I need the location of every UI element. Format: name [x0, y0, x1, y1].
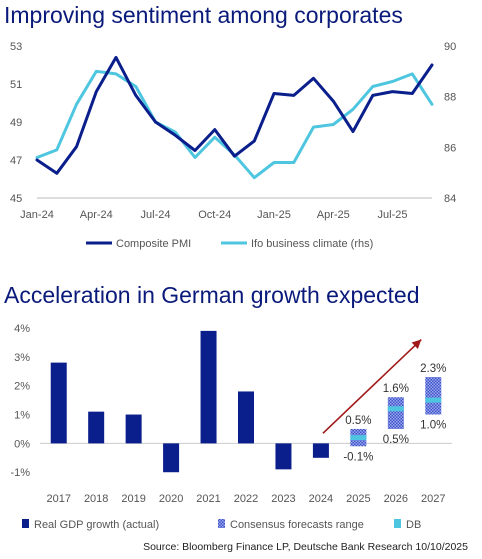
- y-tick-label: 47: [10, 155, 22, 167]
- x-tick-label: 2020: [159, 493, 183, 505]
- range-low-label-2027: 1.0%: [420, 420, 446, 432]
- range-box-2026: [387, 397, 404, 429]
- bar-actual-2018: [88, 411, 105, 444]
- y2-tick-label: 84: [444, 193, 456, 205]
- db-marker-2027: [425, 397, 442, 403]
- trend-arrow-head: [411, 339, 422, 350]
- series-line-composite-pmi: [35, 55, 434, 175]
- y-tick-label: 4%: [14, 323, 30, 335]
- y-tick-label: 3%: [14, 352, 30, 364]
- x-tick-label: 2018: [84, 493, 108, 505]
- legend-label-ifo: Ifo business climate (rhs): [251, 238, 373, 250]
- x-tick-label: 2027: [421, 493, 445, 505]
- db-marker-2025: [350, 435, 367, 441]
- y-tick-label: 45: [10, 193, 22, 205]
- x-tick-label: 2022: [234, 493, 258, 505]
- x-tick-label: 2021: [196, 493, 220, 505]
- range-high-label-2025: 0.5%: [345, 415, 371, 427]
- x-tick-label: 2019: [121, 493, 145, 505]
- pmi-ifo-line-chart: 45 47 49 51 53 84 86 88 90 Jan-24 Apr-24 Jul-24 Oct-…: [10, 41, 456, 250]
- x-tick-label: 2017: [46, 493, 70, 505]
- x-tick-label: Jan-24: [20, 209, 54, 221]
- x-tick-label: 2024: [309, 493, 333, 505]
- x-tick-label: Jul-25: [378, 209, 408, 221]
- source-note: Source: Bloomberg Finance LP, Deutsche B…: [143, 541, 468, 553]
- x-tick-label: Jul-24: [141, 209, 171, 221]
- range-high-label-2026: 1.6%: [383, 383, 409, 395]
- y2-tick-label: 88: [444, 92, 456, 104]
- bar-actual-2024: [312, 443, 329, 458]
- x-tick-label: 2023: [271, 493, 295, 505]
- y-tick-label: 53: [10, 41, 22, 53]
- legend-label-range: Consensus forecasts range: [230, 519, 364, 531]
- x-tick-label: 2025: [346, 493, 370, 505]
- y2-tick-label: 86: [444, 142, 456, 154]
- bar-actual-2022: [238, 391, 254, 444]
- legend-swatch-db: [394, 519, 401, 528]
- bar-actual-2017: [50, 362, 67, 444]
- range-box-2027: [425, 377, 442, 415]
- x-tick-label: Apr-24: [80, 209, 113, 221]
- range-low-label-2026: 0.5%: [383, 434, 409, 446]
- bar-actual-2019: [125, 414, 142, 444]
- chart1-title: Improving sentiment among corporates: [4, 2, 403, 28]
- y-tick-label: 49: [10, 117, 22, 129]
- x-tick-label: Apr-25: [317, 209, 350, 221]
- gdp-growth-bar-chart: -1% 0% 1% 2% 3% 4% 2017 2018 2019 2020 2021 2022 202…: [10, 323, 452, 531]
- legend-swatch-actual: [22, 519, 29, 528]
- y-tick-label: -1%: [10, 467, 30, 479]
- bar-actual-2021: [200, 330, 217, 444]
- chart2-title: Acceleration in German growth expected: [4, 282, 420, 308]
- legend-swatch-range: [218, 519, 225, 528]
- y-tick-label: 51: [10, 79, 22, 91]
- legend-label-pmi: Composite PMI: [116, 238, 191, 250]
- bar-actual-2020: [163, 443, 180, 473]
- x-tick-label: Jan-25: [257, 209, 291, 221]
- y2-tick-label: 90: [444, 41, 456, 53]
- series-line-ifo: [35, 69, 434, 180]
- legend-label-actual: Real GDP growth (actual): [34, 519, 159, 531]
- y-tick-label: 2%: [14, 381, 30, 393]
- db-marker-2026: [387, 406, 404, 412]
- range-low-label-2025: -0.1%: [343, 451, 373, 463]
- y-tick-label: 1%: [14, 410, 30, 422]
- trend-arrow-line: [322, 338, 422, 434]
- bar-actual-2023: [275, 443, 292, 470]
- range-high-label-2027: 2.3%: [420, 363, 446, 375]
- legend-label-db: DB: [406, 519, 421, 531]
- x-tick-label: 2026: [384, 493, 408, 505]
- y-tick-label: 0%: [14, 438, 30, 450]
- x-tick-label: Oct-24: [198, 209, 231, 221]
